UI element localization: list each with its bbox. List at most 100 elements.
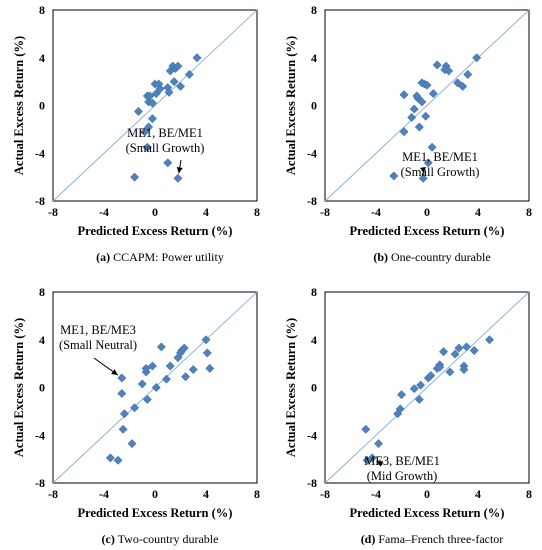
x-tick-label: 4 xyxy=(203,205,209,219)
x-axis-title: Predicted Excess Return (%) xyxy=(78,506,233,520)
data-point xyxy=(426,371,436,381)
scatter-panel-3: -8 -4 0 4 8 8 4 0 -4 -8 Predicted Excess Return (%… xyxy=(284,285,532,546)
x-tick-label: -4 xyxy=(371,487,381,501)
x-tick-label: 4 xyxy=(475,205,481,219)
data-point xyxy=(147,361,158,371)
annotation-arrowhead xyxy=(376,461,384,467)
data-point xyxy=(414,122,424,132)
annotation-arrowhead xyxy=(176,166,183,174)
panel-caption: (d) Fama–French three-factor xyxy=(361,532,504,546)
data-point xyxy=(461,342,472,352)
data-point xyxy=(205,363,215,373)
data-point xyxy=(427,142,437,152)
y-tick-label: -4 xyxy=(307,146,317,160)
x-axis-title: Predicted Excess Return (%) xyxy=(350,224,505,238)
x-tick-label: -8 xyxy=(48,487,58,501)
data-point xyxy=(445,367,455,377)
y-tick-label: 8 xyxy=(311,3,317,17)
data-point xyxy=(201,335,211,345)
scatter-panel-2: -8 -4 0 4 8 8 4 0 -4 -8 Predicted Excess Return (%… xyxy=(12,285,260,546)
data-point xyxy=(412,91,422,101)
x-tick-label: 8 xyxy=(526,487,532,501)
data-point xyxy=(142,142,152,152)
data-point xyxy=(147,98,158,108)
data-point xyxy=(151,89,161,99)
annotation-label: ME1, BE/ME1 xyxy=(402,150,478,164)
data-point xyxy=(389,171,399,181)
x-tick-label: -4 xyxy=(99,487,109,501)
panel-caption-text: CCAPM: Power utility xyxy=(110,250,224,264)
y-tick-label: -8 xyxy=(35,476,45,490)
annotation-label: ME1, BE/ME1 xyxy=(127,126,203,140)
data-point xyxy=(133,106,143,117)
y-tick-label: 4 xyxy=(311,51,317,65)
data-point xyxy=(414,394,424,404)
panel-letter: (b) xyxy=(373,250,388,264)
x-tick-label: -8 xyxy=(48,205,58,219)
y-axis-title: Actual Excess Return (%) xyxy=(12,36,26,175)
x-tick-label: 8 xyxy=(254,487,260,501)
data-point xyxy=(164,87,174,97)
data-point xyxy=(409,384,419,394)
y-tick-label: -8 xyxy=(35,194,45,208)
y-tick-label: -4 xyxy=(307,428,317,442)
diagonal-reference-line xyxy=(324,291,530,484)
x-tick-label: 0 xyxy=(152,205,158,219)
annotation-label: (Small Neutral) xyxy=(59,338,137,352)
panel-letter: (d) xyxy=(361,532,376,546)
data-point xyxy=(373,439,384,449)
data-point xyxy=(117,388,127,399)
data-point xyxy=(399,127,409,137)
y-tick-label: 8 xyxy=(39,3,45,17)
data-point xyxy=(469,345,479,356)
data-point xyxy=(423,158,433,168)
data-point xyxy=(361,424,371,434)
y-tick-label: -8 xyxy=(307,194,317,208)
annotation-label: (Small Growth) xyxy=(126,141,205,155)
diagonal-reference-line xyxy=(324,9,530,202)
data-point xyxy=(409,104,419,114)
y-tick-label: -8 xyxy=(307,476,317,490)
y-tick-label: 4 xyxy=(39,333,45,347)
data-point xyxy=(105,453,115,463)
data-point xyxy=(367,453,377,463)
panel-caption: (c) Two-country durable xyxy=(102,532,219,546)
y-tick-label: 8 xyxy=(311,285,317,299)
data-point xyxy=(137,379,147,389)
plot-frame xyxy=(52,9,258,202)
x-tick-label: -4 xyxy=(99,205,109,219)
data-point xyxy=(113,455,123,465)
x-tick-label: -8 xyxy=(320,487,330,501)
data-point xyxy=(395,404,405,414)
panel-caption: (a) CCAPM: Power utility xyxy=(96,250,224,264)
plot-frame xyxy=(52,291,258,484)
data-point xyxy=(463,69,473,80)
annotation-label: ME3, BE/ME1 xyxy=(364,454,440,468)
data-point xyxy=(145,91,155,101)
data-point xyxy=(484,335,495,345)
data-point xyxy=(192,53,202,63)
data-point xyxy=(151,382,161,393)
data-point xyxy=(458,81,468,91)
data-point xyxy=(440,65,450,75)
annotation-arrowhead xyxy=(419,167,426,174)
data-point xyxy=(407,112,417,122)
panel-caption-text: One-country durable xyxy=(388,250,491,264)
data-point xyxy=(421,111,431,121)
y-tick-label: -4 xyxy=(35,146,45,160)
data-point xyxy=(184,69,194,80)
x-axis-title: Predicted Excess Return (%) xyxy=(78,224,233,238)
diagonal-reference-line xyxy=(52,9,258,202)
data-point xyxy=(439,347,449,357)
scatter-panel-1: -8 -4 0 4 8 8 4 0 -4 -8 Predicted Excess Return (%… xyxy=(284,3,532,264)
y-tick-label: -4 xyxy=(35,428,45,442)
x-tick-label: -8 xyxy=(320,205,330,219)
x-tick-label: -4 xyxy=(371,205,381,219)
data-point xyxy=(163,158,173,168)
scatter-panel-0: -8 -4 0 4 8 8 4 0 -4 -8 Predicted Excess Return (%… xyxy=(12,3,260,264)
panel-caption-text: Two-country durable xyxy=(115,532,219,546)
y-tick-label: 4 xyxy=(39,51,45,65)
data-point xyxy=(119,409,129,419)
panel-letter: (c) xyxy=(102,532,115,546)
panel-caption: (b) One-country durable xyxy=(373,250,490,264)
